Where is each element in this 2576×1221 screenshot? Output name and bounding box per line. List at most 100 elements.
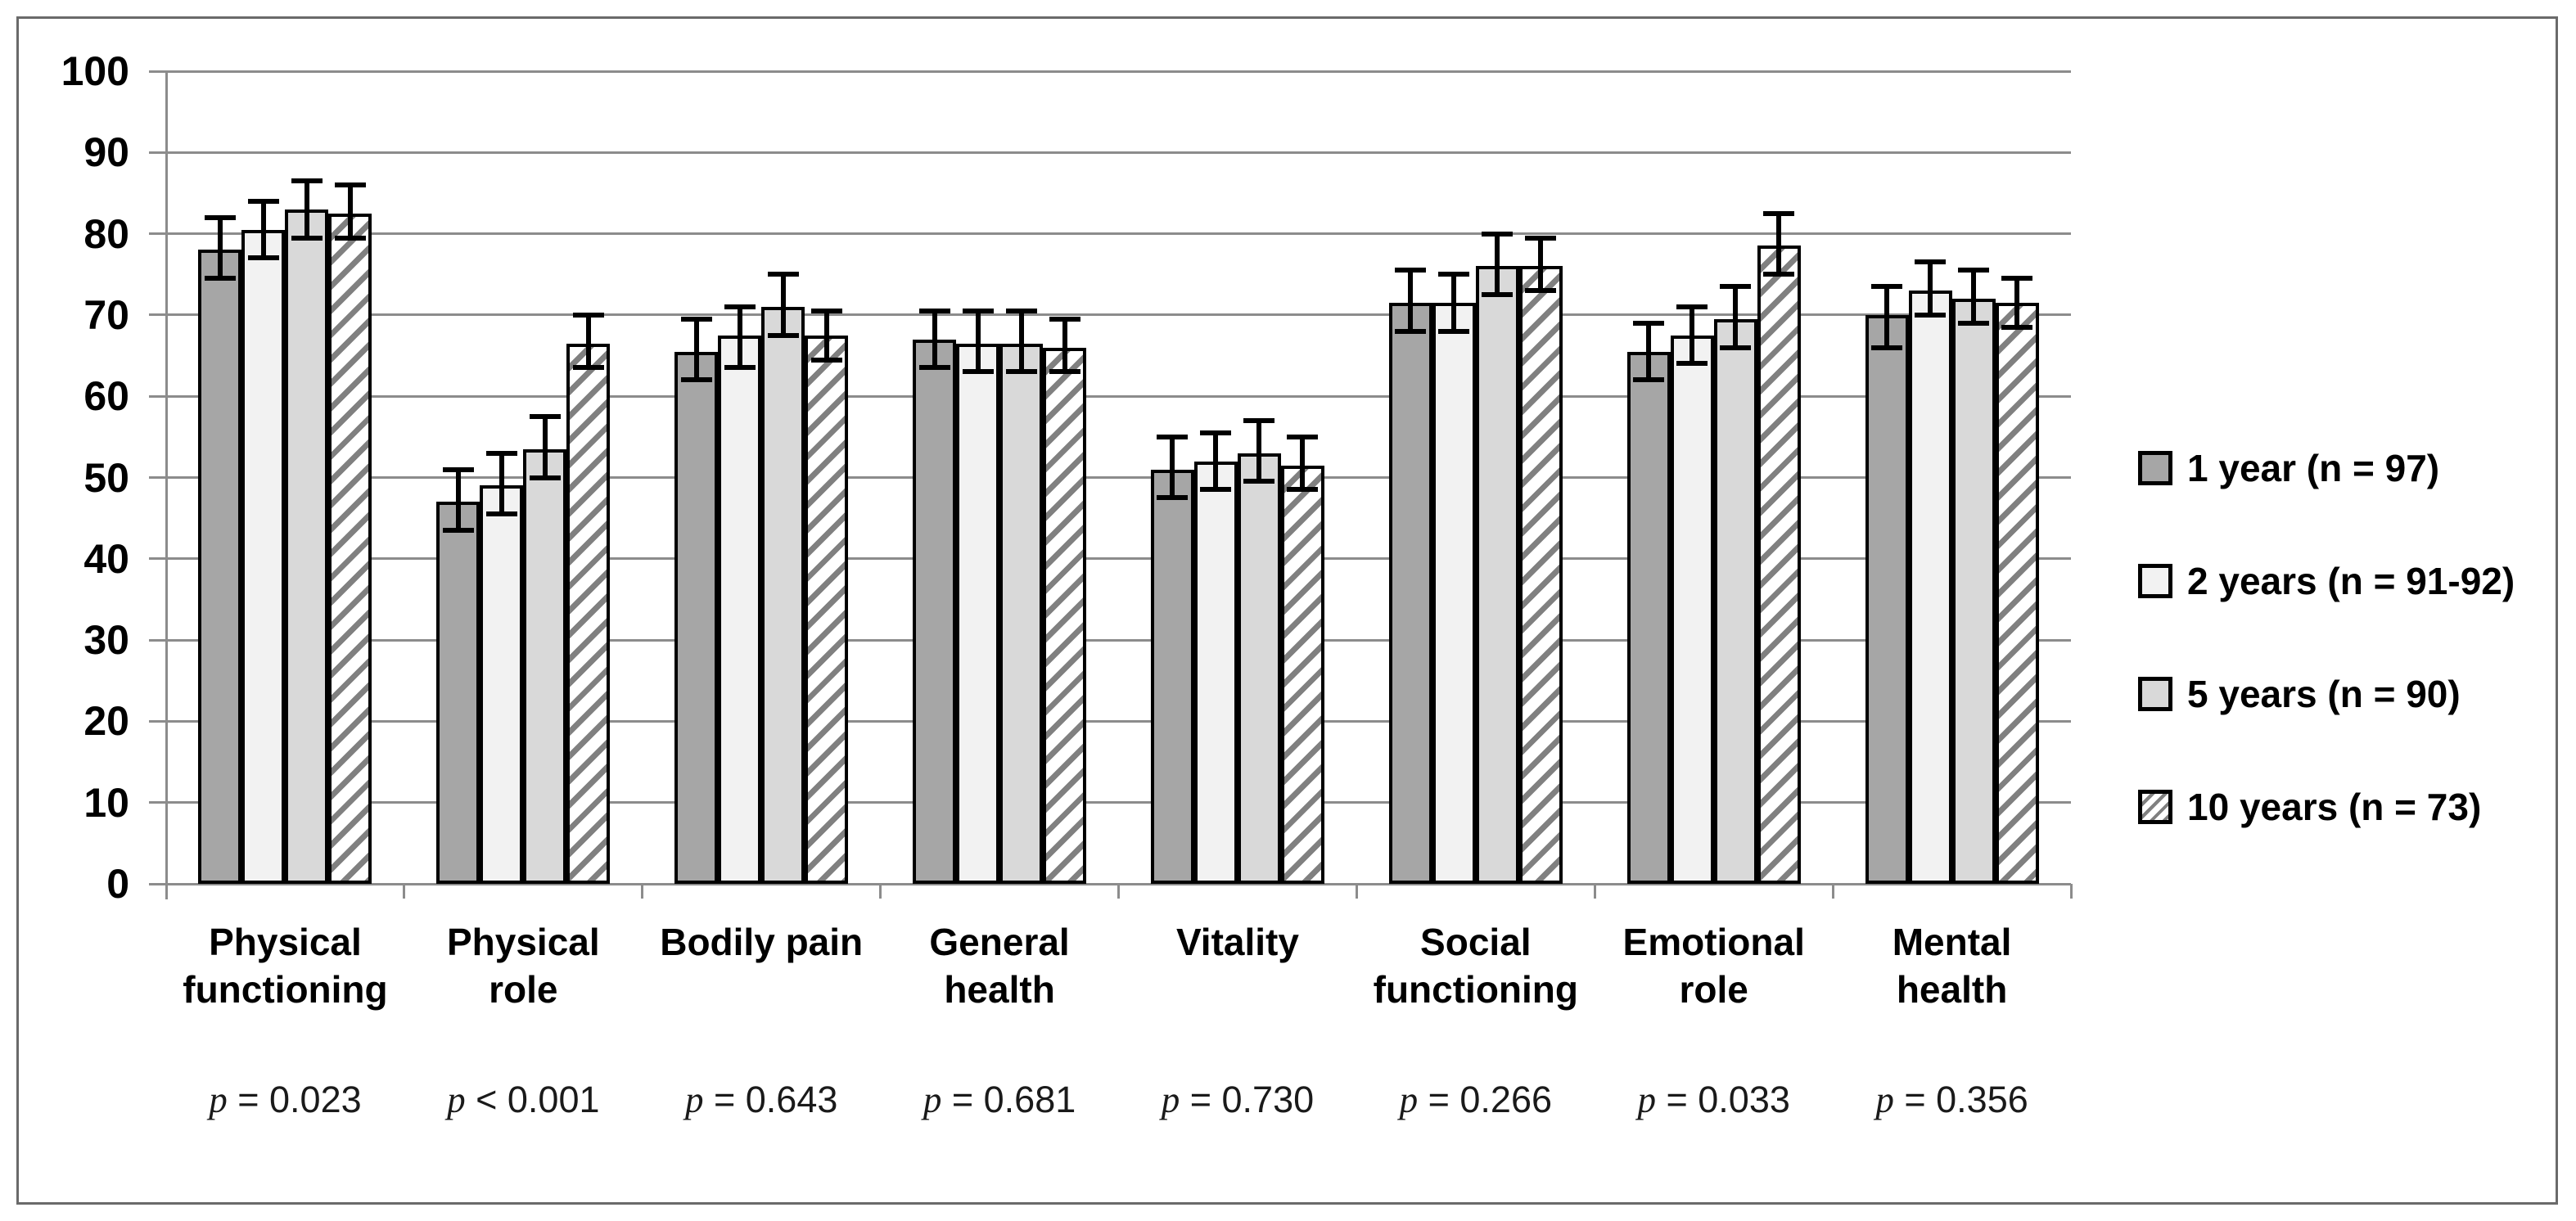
legend-label: 2 years (n = 91-92) (2187, 560, 2515, 602)
error-bar-cap-top (1438, 272, 1470, 277)
legend-item: 10 years (n = 73) (2138, 786, 2515, 828)
category-label: Mental health (1892, 921, 2012, 1011)
error-bar-cap-bottom (1243, 479, 1275, 484)
legend-marker-icon (2138, 677, 2172, 711)
error-bar-cap-bottom (247, 255, 279, 261)
bar (198, 250, 242, 884)
error-bar-cap-bottom (2001, 324, 2033, 330)
error-bar (217, 217, 223, 279)
category-label: General health (929, 921, 1070, 1011)
bar (913, 339, 957, 884)
gridline (149, 719, 2071, 723)
bar (1995, 303, 2039, 884)
error-bar-cap-top (1482, 231, 1514, 237)
bar (1432, 303, 1476, 884)
x-axis-tick (1117, 884, 1120, 899)
y-tick-label: 90 (83, 129, 129, 176)
bar (1388, 303, 1432, 884)
bar (1475, 266, 1519, 884)
bar (566, 343, 611, 884)
error-bar (1300, 436, 1306, 490)
error-bar-cap-top (1720, 284, 1752, 290)
category-label: Emotional role (1622, 921, 1805, 1011)
error-bar-cap-top (247, 198, 279, 204)
bar (328, 213, 372, 884)
error-bar-cap-bottom (918, 365, 950, 371)
category-label: Vitality (1175, 921, 1299, 963)
error-bar-cap-bottom (1676, 361, 1708, 367)
legend-item: 2 years (n = 91-92) (2138, 560, 2515, 602)
error-bar-cap-top (442, 466, 474, 472)
error-bar (455, 469, 461, 531)
error-bar-cap-top (572, 312, 604, 318)
error-bar (1646, 322, 1652, 381)
y-tick-label: 100 (61, 48, 129, 94)
bar (1193, 461, 1238, 884)
error-bar-cap-top (204, 214, 236, 220)
legend-marker-icon (2138, 790, 2172, 824)
error-bar (585, 314, 591, 368)
error-bar-cap-bottom (1200, 487, 1232, 493)
x-axis-tick (879, 884, 882, 899)
error-bar-cap-bottom (1395, 328, 1427, 334)
error-bar-cap-bottom (767, 332, 799, 338)
error-bar (1408, 270, 1414, 331)
error-bar (1451, 274, 1457, 331)
y-tick-label: 30 (83, 617, 129, 664)
legend-marker-icon (2138, 564, 2172, 598)
bar (1951, 299, 1996, 884)
error-bar-cap-bottom (204, 276, 236, 282)
y-tick-label: 10 (83, 779, 129, 826)
p-value-label: p = 0.356 (1875, 1079, 2028, 1120)
x-axis-tick (165, 884, 168, 899)
error-bar-cap-bottom (1525, 288, 1557, 294)
error-bar-cap-bottom (1482, 292, 1514, 298)
error-bar-cap-bottom (1438, 328, 1470, 334)
bar (1757, 246, 1801, 884)
error-bar-cap-top (810, 308, 842, 313)
p-value-label: p = 0.730 (1161, 1079, 1315, 1120)
error-bar-cap-bottom (1763, 272, 1795, 277)
error-bar (1256, 420, 1262, 482)
gridline (149, 313, 2071, 317)
error-bar-cap-top (2001, 276, 2033, 282)
p-value-label: p < 0.001 (447, 1079, 600, 1120)
error-bar-cap-top (1200, 430, 1232, 435)
y-tick-label: 70 (83, 291, 129, 338)
error-bar-cap-top (1633, 320, 1665, 326)
error-bar-cap-bottom (1871, 345, 1903, 350)
gridline (149, 394, 2071, 398)
error-bar (780, 274, 786, 336)
error-bar-cap-bottom (724, 365, 756, 371)
error-bar-cap-bottom (1720, 345, 1752, 350)
bar (956, 343, 1000, 884)
bar (1713, 318, 1757, 884)
gridline (149, 232, 2071, 236)
error-bar-cap-bottom (1005, 369, 1037, 375)
error-bar (1170, 436, 1175, 498)
error-bar (1733, 286, 1739, 348)
error-bar-cap-bottom (680, 377, 712, 383)
legend-item: 5 years (n = 90) (2138, 673, 2515, 715)
error-bar (1495, 233, 1500, 295)
error-bar-cap-bottom (1049, 369, 1080, 375)
bar (1908, 291, 1952, 884)
error-bar-cap-bottom (1915, 312, 1947, 318)
error-bar (693, 318, 699, 381)
p-value-label: p = 0.266 (1399, 1079, 1553, 1120)
error-bar-cap-top (1395, 268, 1427, 273)
bar (1670, 335, 1714, 884)
bar (1626, 351, 1671, 884)
figure-border (16, 16, 2558, 1205)
x-axis-tick (1831, 884, 1834, 899)
y-axis-line (165, 70, 168, 899)
error-bar (1928, 262, 1933, 315)
x-axis-tick (1355, 884, 1358, 899)
bar (436, 502, 480, 884)
error-bar (1062, 318, 1067, 372)
bar (805, 335, 849, 884)
error-bar-cap-bottom (334, 235, 366, 241)
error-bar (2014, 278, 2020, 327)
error-bar (260, 200, 266, 259)
error-bar-cap-top (1763, 210, 1795, 216)
